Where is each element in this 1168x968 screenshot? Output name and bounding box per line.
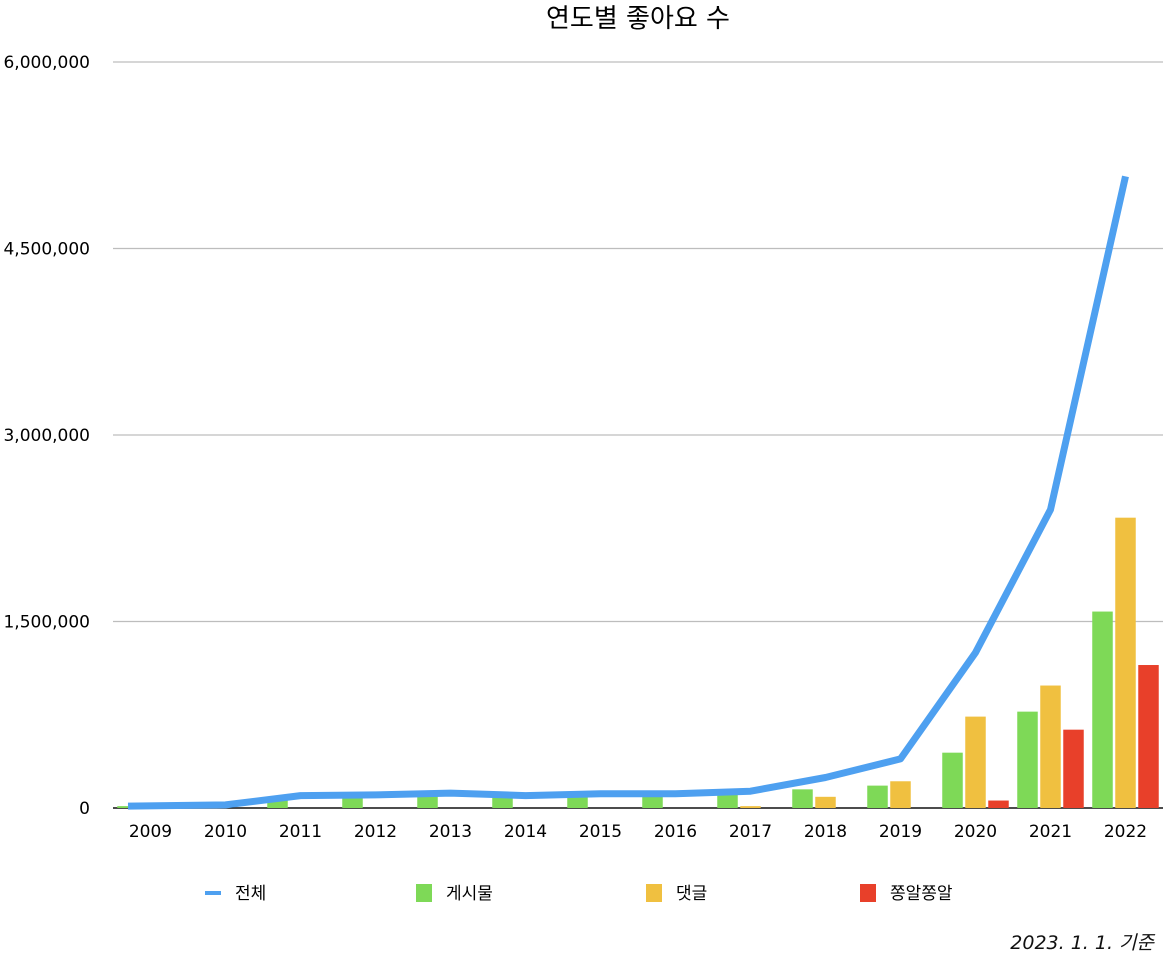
legend-label: 댓글: [676, 884, 707, 904]
x-tick-label: 2009: [129, 822, 172, 842]
footnote: 2023. 1. 1. 기준: [1010, 932, 1154, 954]
x-tick-label: 2017: [729, 822, 772, 842]
x-tick-label: 2012: [354, 822, 397, 842]
bar-게시물: [342, 796, 363, 808]
bar-게시물: [417, 794, 438, 808]
x-tick-label: 2018: [804, 822, 847, 842]
y-tick-label: 4,500,000: [3, 240, 90, 260]
bar-게시물: [492, 796, 513, 808]
bar-쫑알쫑알: [1138, 665, 1159, 808]
x-tick-label: 2021: [1029, 822, 1072, 842]
bar-게시물: [1017, 711, 1038, 808]
x-tick-label: 2013: [429, 822, 472, 842]
x-axis: 2009 2010 2011 2012 2013 2014 2015 2016 2017 2018…: [129, 822, 1147, 842]
x-tick-label: 2015: [579, 822, 622, 842]
bar-쫑알쫑알: [1063, 729, 1084, 808]
x-tick-label: 2020: [954, 822, 997, 842]
bar-게시물: [792, 789, 813, 808]
legend-swatch: [416, 884, 432, 902]
x-tick-label: 2010: [204, 822, 247, 842]
legend: 전체 게시물 댓글 쫑알쫑알: [205, 884, 953, 904]
bar-댓글: [740, 806, 761, 808]
legend-label: 게시물: [446, 884, 493, 904]
y-tick-label: 1,500,000: [3, 613, 90, 633]
bar-댓글: [965, 716, 986, 808]
bar-댓글: [1115, 517, 1136, 808]
bar-댓글: [1040, 685, 1061, 808]
bar-게시물: [942, 752, 963, 808]
bar-게시물: [717, 793, 738, 808]
y-tick-label: 0: [79, 799, 90, 819]
legend-swatch: [860, 884, 876, 902]
y-tick-label: 3,000,000: [3, 426, 90, 446]
chart-title: 연도별 좋아요 수: [546, 4, 730, 34]
bar-게시물: [117, 806, 138, 808]
legend-label: 쫑알쫑알: [890, 884, 953, 904]
line-series: [127, 175, 1129, 810]
x-tick-label: 2011: [279, 822, 322, 842]
series-line-전체: [127, 175, 1129, 810]
bar-게시물: [1092, 611, 1113, 808]
bar-댓글: [815, 796, 836, 808]
x-tick-label: 2022: [1104, 822, 1147, 842]
bar-게시물: [642, 794, 663, 808]
bar-댓글: [890, 781, 911, 808]
bar-게시물: [267, 796, 288, 808]
bars: [117, 517, 1159, 808]
bar-게시물: [567, 794, 588, 808]
x-tick-label: 2016: [654, 822, 697, 842]
x-tick-label: 2019: [879, 822, 922, 842]
y-tick-label: 6,000,000: [3, 53, 90, 73]
legend-label: 전체: [235, 884, 266, 904]
grid: 0 1,500,000 3,000,000 4,500,000 6,000,000: [3, 53, 1163, 819]
legend-swatch: [646, 884, 662, 902]
bar-쫑알쫑알: [988, 800, 1009, 808]
bar-게시물: [867, 785, 888, 808]
x-tick-label: 2014: [504, 822, 547, 842]
